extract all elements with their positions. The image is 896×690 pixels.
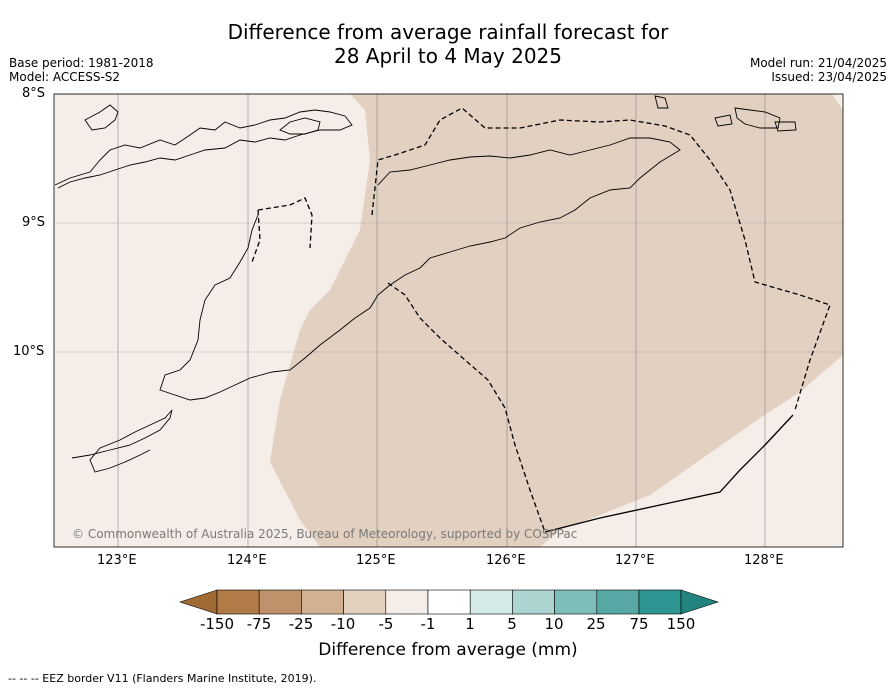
- coastline-flores: [54, 109, 353, 189]
- title-line-2: 28 April to 4 May 2025: [334, 44, 562, 68]
- colorbar-label-150: 150: [666, 615, 696, 633]
- coastline-timor-south: [159, 214, 379, 401]
- colorbar-label-neg10: -10: [330, 615, 356, 633]
- lon-label-127e: 127°E: [615, 553, 655, 568]
- colorbar-extend-right: [680, 589, 719, 615]
- lon-label-125e: 125°E: [356, 553, 396, 568]
- eez-borders: [251, 107, 831, 533]
- colorbar-label-75: 75: [629, 615, 649, 633]
- colorbar: [179, 589, 719, 615]
- chart-title: Difference from average rainfall forecas…: [0, 20, 896, 68]
- coastline-east-island-2: [774, 121, 797, 132]
- eez-border-west-2: [251, 209, 261, 263]
- lon-label-123e: 123°E: [97, 553, 137, 568]
- colorbar-bin-10: [596, 589, 640, 615]
- model-name: Model: ACCESS-S2: [9, 70, 121, 84]
- colorbar-label-neg5: -5: [378, 615, 394, 633]
- lon-label-124e: 124°E: [227, 553, 267, 568]
- lat-label-8s: 8°S: [22, 86, 46, 101]
- coastline-flores-north: [84, 104, 119, 131]
- base-period: Base period: 1981-2018: [9, 56, 154, 70]
- colorbar-bin-9: [554, 589, 598, 615]
- lon-label-126e: 126°E: [486, 553, 526, 568]
- colorbar-label-10: 10: [544, 615, 564, 633]
- colorbar-bin-1: [216, 589, 260, 615]
- anomaly-region: [270, 94, 843, 547]
- colorbar-bin-2: [258, 589, 302, 615]
- colorbar-bin-7: [469, 589, 513, 615]
- colorbar-bin-6: [427, 589, 471, 615]
- coastline-east-island-3: [714, 114, 733, 127]
- issued-date: Issued: 23/04/2025: [771, 70, 887, 84]
- colorbar-title: Difference from average (mm): [318, 640, 578, 660]
- colorbar-bin-4: [343, 589, 387, 615]
- lat-label-9s: 9°S: [22, 215, 46, 230]
- lat-label-10s: 10°S: [13, 344, 45, 359]
- colorbar-label-neg1: -1: [420, 615, 436, 633]
- coastlines: [54, 95, 797, 473]
- eez-border-south: [387, 282, 546, 533]
- meta-right: Model run: 21/04/2025 Issued: 23/04/2025: [750, 56, 887, 84]
- title-line-1: Difference from average rainfall forecas…: [227, 20, 669, 44]
- eez-border-southeast: [544, 414, 794, 533]
- eez-footnote: -- -- -- EEZ border V11 (Flanders Marine…: [8, 672, 317, 685]
- copyright-notice: © Commonwealth of Australia 2025, Bureau…: [72, 527, 578, 541]
- map-frame: [53, 93, 844, 548]
- coastline-timor-north: [377, 137, 681, 296]
- colorbar-label-1: 1: [465, 615, 475, 633]
- coastline-alor: [279, 117, 321, 135]
- colorbar-label-5: 5: [507, 615, 517, 633]
- colorbar-label-neg150: -150: [199, 615, 235, 633]
- coastline-wetar: [654, 95, 669, 109]
- colorbar-label-25: 25: [586, 615, 606, 633]
- colorbar-bin-8: [512, 589, 555, 615]
- colorbar-bin-3: [301, 589, 344, 615]
- coastline-east-island-1: [734, 107, 781, 129]
- colorbar-bin-11: [638, 589, 682, 615]
- eez-border-west: [257, 197, 313, 249]
- meta-left: Base period: 1981-2018 Model: ACCESS-S2: [9, 56, 154, 84]
- coastline-sumba: [71, 409, 173, 473]
- model-run: Model run: 21/04/2025: [749, 56, 887, 70]
- colorbar-extend-left: [179, 589, 218, 615]
- colorbar-label-neg25: -25: [288, 615, 314, 633]
- lon-label-128e: 128°E: [744, 553, 784, 568]
- colorbar-label-neg75: -75: [246, 615, 272, 633]
- eez-border-north: [371, 107, 831, 411]
- colorbar-bin-5: [385, 589, 429, 615]
